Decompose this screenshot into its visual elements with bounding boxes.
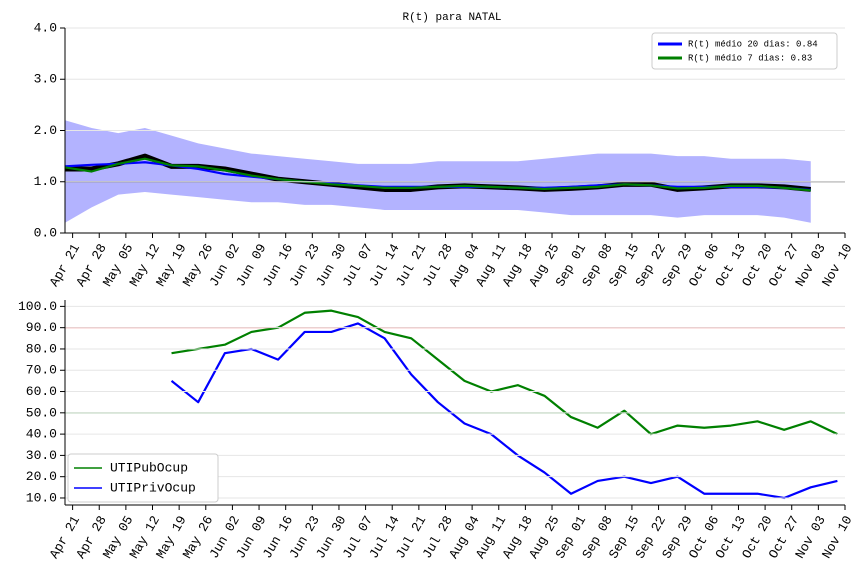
y-tick-label: 60.0 <box>26 384 57 399</box>
y-tick-label: 100.0 <box>18 299 57 314</box>
y-tick-label: 4.0 <box>34 20 57 35</box>
legend: UTIPubOcup UTIPrivOcup <box>67 453 219 503</box>
y-tick-label: 1.0 <box>34 174 57 189</box>
chart-title: R(t) para NATAL <box>402 12 501 24</box>
y-tick-label: 3.0 <box>34 72 57 87</box>
y-tick-label: 0.0 <box>34 225 57 240</box>
y-tick-label: 30.0 <box>26 448 57 463</box>
y-tick-label: 80.0 <box>26 341 57 356</box>
legend-box <box>67 453 219 503</box>
legend-label: R(t) médio 20 dias: 0.84 <box>688 39 818 49</box>
y-tick-label: 10.0 <box>26 490 57 505</box>
y-tick-label: 50.0 <box>26 405 57 420</box>
legend-label: UTIPrivOcup <box>110 480 196 495</box>
series-line <box>170 322 838 500</box>
y-tick-label: 20.0 <box>26 469 57 484</box>
y-tick-label: 70.0 <box>26 363 57 378</box>
legend-label: R(t) médio 7 dias: 0.83 <box>688 53 812 63</box>
series-line <box>171 309 838 436</box>
y-tick-label: 90.0 <box>26 320 57 335</box>
y-tick-label: 2.0 <box>34 123 57 138</box>
plot-area <box>65 120 845 223</box>
y-tick-label: 40.0 <box>26 427 57 442</box>
legend: R(t) médio 20 dias: 0.84 R(t) médio 7 dia… <box>651 32 838 70</box>
series-line <box>65 157 811 192</box>
legend-label: UTIPubOcup <box>110 460 188 475</box>
legend-box <box>651 32 838 70</box>
confidence-band <box>65 120 811 223</box>
